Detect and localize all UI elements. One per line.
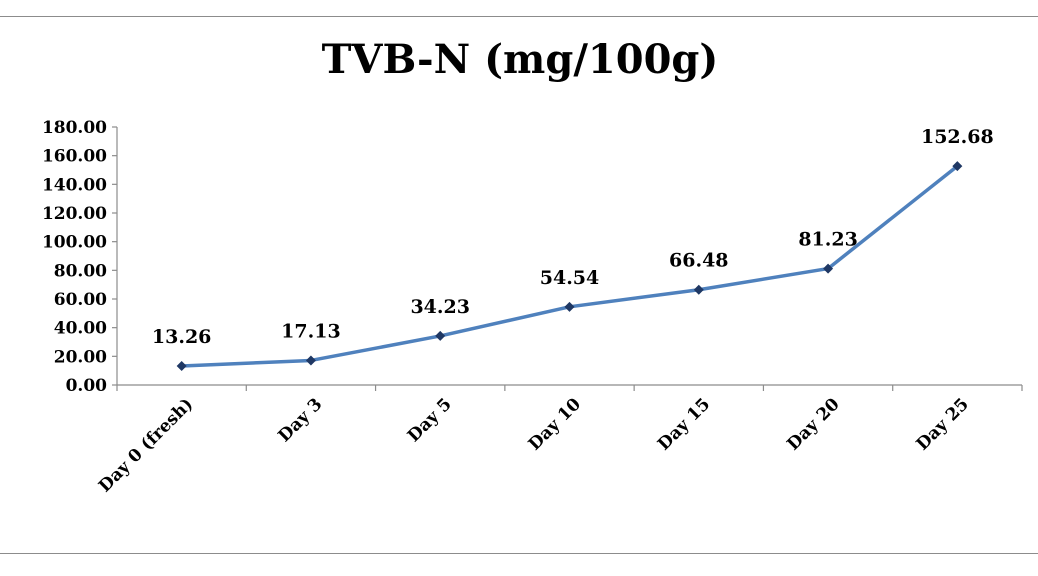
data-point (564, 301, 575, 312)
x-tick-label: Day 5 (404, 394, 456, 446)
data-label: 152.68 (921, 126, 994, 148)
x-tick-label: Day 0 (fresh) (95, 394, 197, 496)
data-point (693, 284, 704, 295)
series-layer (176, 161, 963, 371)
data-label: 66.48 (669, 250, 729, 272)
y-tick-label: 120.00 (42, 204, 107, 224)
y-tick-label: 40.00 (54, 319, 107, 339)
data-label: 34.23 (410, 296, 470, 318)
x-tick-label: Day 10 (525, 394, 585, 454)
data-point (435, 330, 446, 341)
y-tick-label: 140.00 (42, 175, 107, 195)
y-axis-tick-labels: 0.00 20.00 40.00 60.00 80.00 100.00 120.00 140.… (42, 118, 107, 396)
data-point (305, 355, 316, 366)
y-tick-label: 60.00 (54, 290, 107, 310)
data-label: 54.54 (540, 267, 600, 289)
chart-axes (112, 126, 1023, 391)
data-point (952, 161, 963, 172)
data-point (823, 263, 834, 274)
x-tick-label: Day 15 (654, 394, 714, 454)
data-label: 13.26 (152, 326, 212, 348)
chart-title: TVB-N (mg/100g) (321, 36, 719, 83)
x-tick-label: Day 25 (913, 394, 973, 454)
x-tick-label: Day 20 (783, 394, 843, 454)
y-tick-label: 80.00 (54, 261, 107, 281)
y-tick-label: 20.00 (54, 347, 107, 367)
data-point (176, 360, 187, 371)
y-tick-label: 0.00 (66, 376, 108, 396)
chart-frame (0, 16, 1038, 554)
y-tick-label: 160.00 (42, 147, 107, 167)
data-label: 81.23 (798, 229, 858, 251)
data-label: 17.13 (281, 320, 341, 342)
y-tick-label: 100.00 (42, 233, 107, 253)
x-tick-label: Day 3 (275, 394, 327, 446)
data-labels: 13.26 17.13 34.23 54.54 66.48 81.23 152.68 (152, 126, 994, 348)
x-axis-tick-labels: Day 0 (fresh) Day 3 Day 5 Day 10 Day 15 Day 2… (95, 394, 973, 496)
y-tick-label: 180.00 (42, 118, 107, 138)
